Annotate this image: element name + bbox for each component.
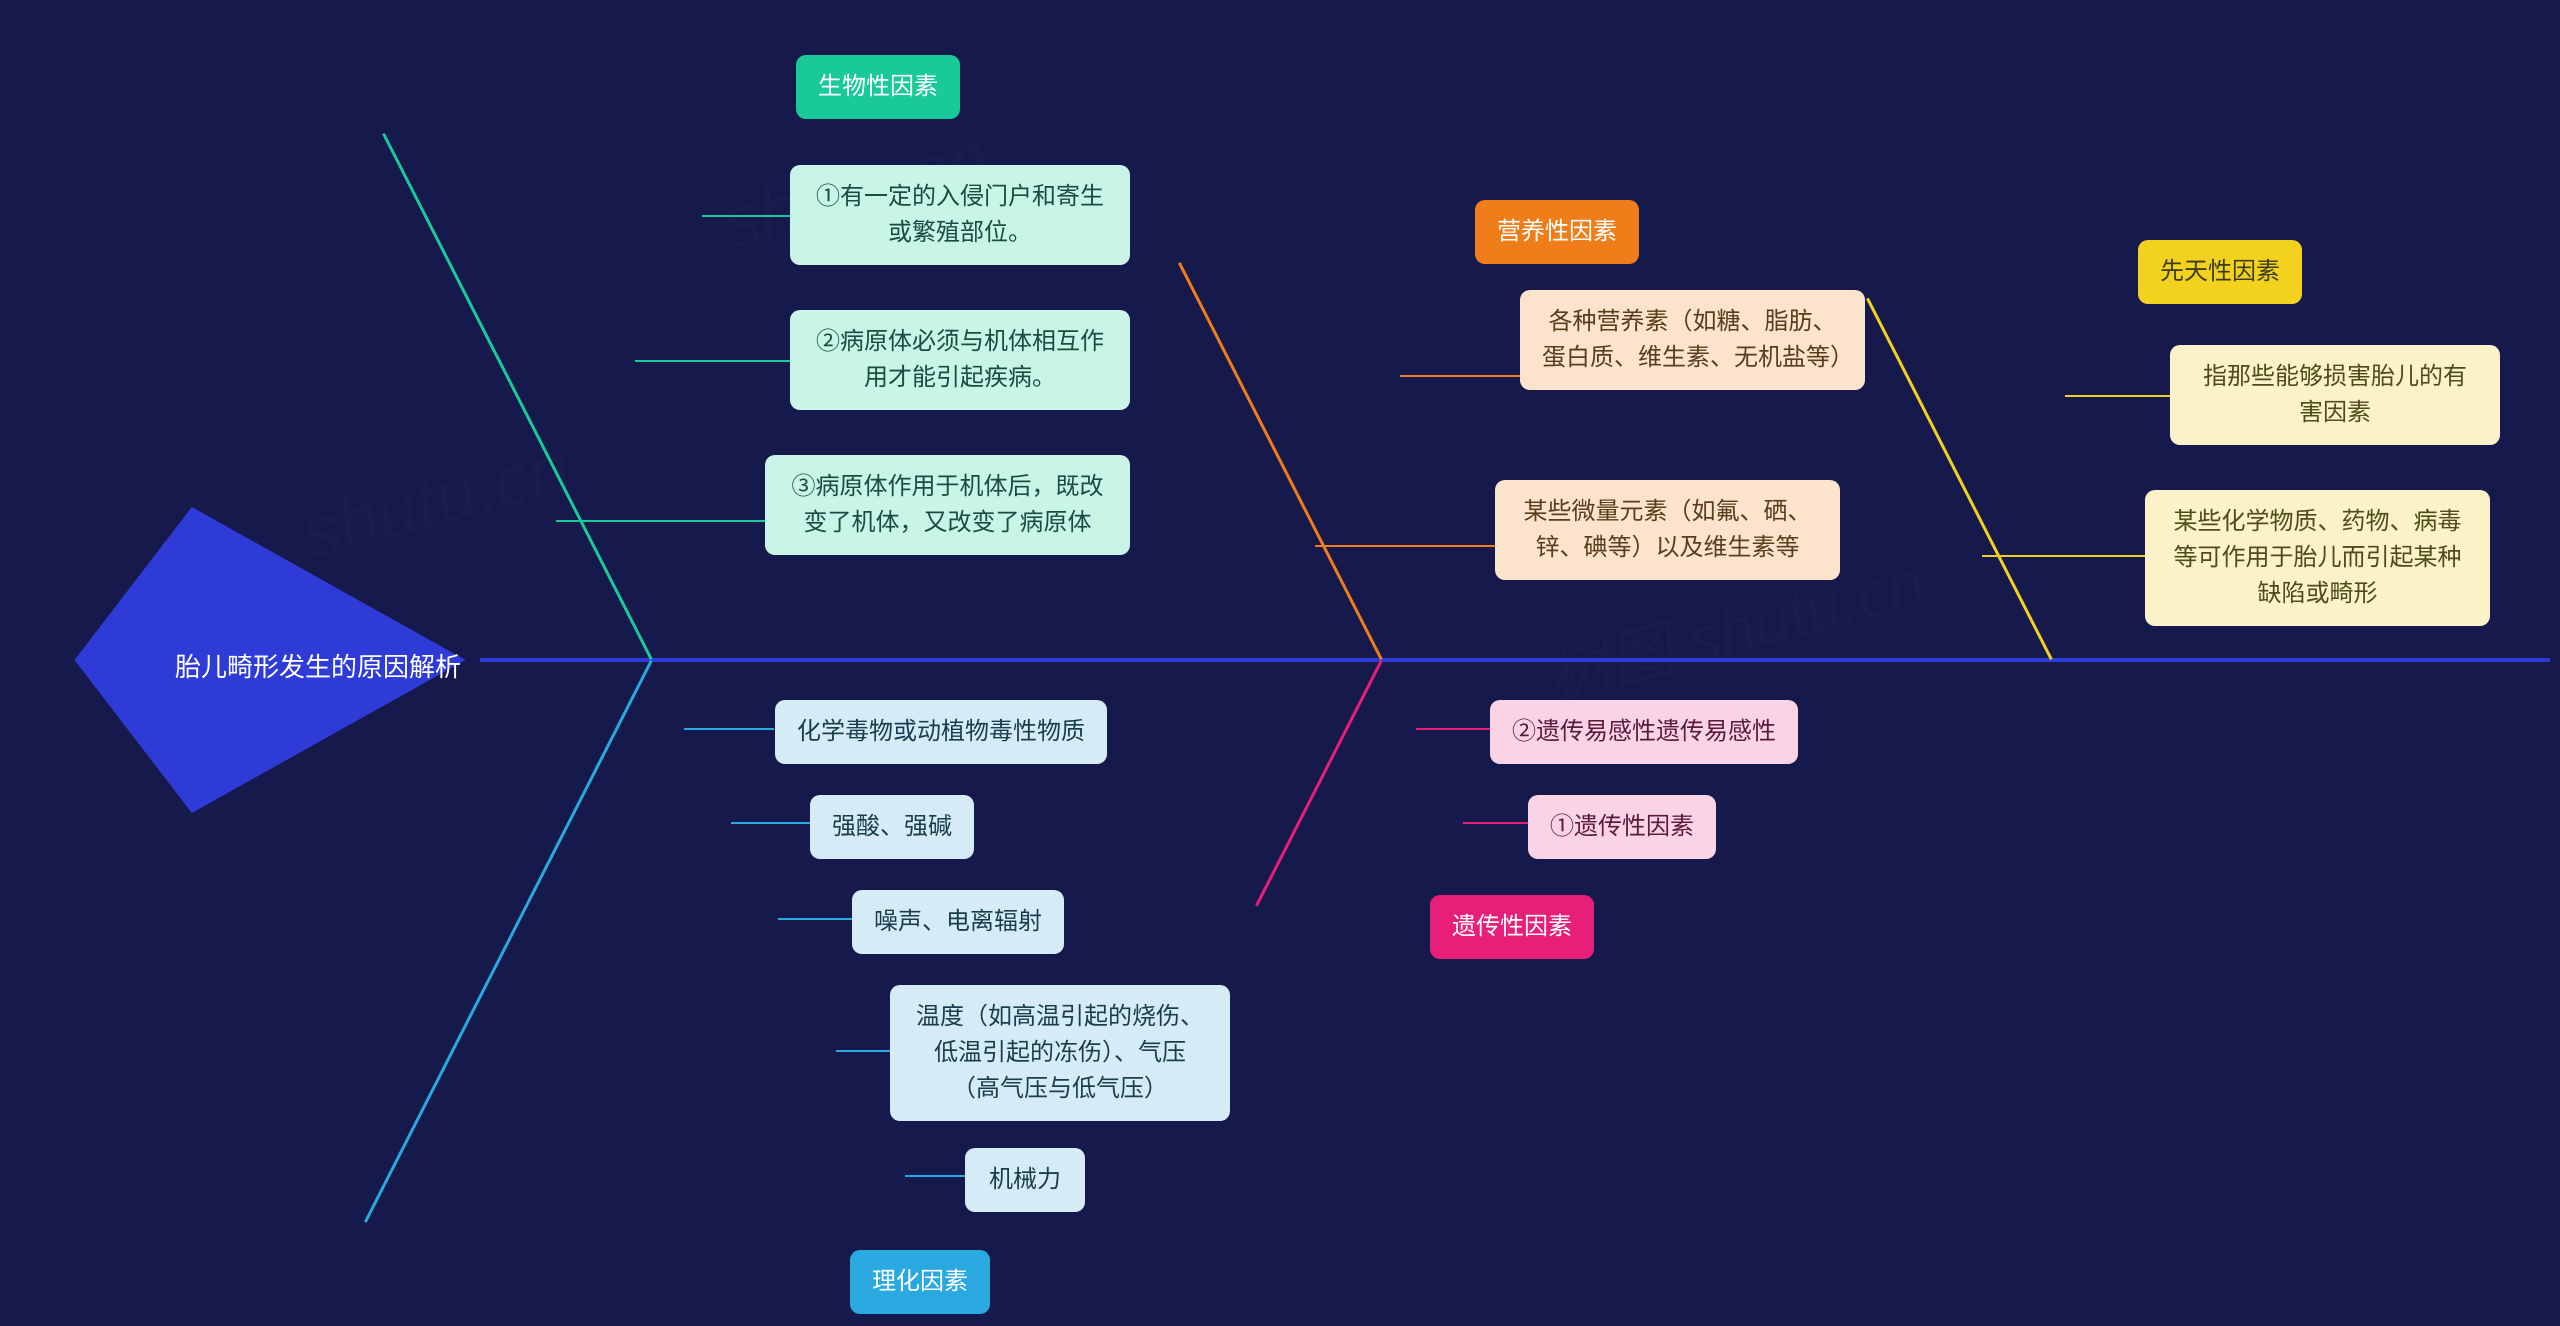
rib	[556, 520, 766, 522]
bone-phys	[364, 660, 653, 1223]
rib	[1400, 375, 1520, 377]
rib	[684, 728, 774, 730]
congen-item[interactable]: 某些化学物质、药物、病毒等可作用于胎儿而引起某种缺陷或畸形	[2145, 490, 2490, 626]
branch-title-bio[interactable]: 生物性因素	[796, 55, 960, 119]
branch-title-hered[interactable]: 遗传性因素	[1430, 895, 1594, 959]
phys-item[interactable]: 强酸、强碱	[810, 795, 974, 859]
rib	[905, 1175, 965, 1177]
fishbone-title: 胎儿畸形发生的原因解析	[175, 647, 461, 684]
rib	[2065, 395, 2170, 397]
branch-title-nutri[interactable]: 营养性因素	[1475, 200, 1639, 264]
congen-item[interactable]: 指那些能够损害胎儿的有害因素	[2170, 345, 2500, 445]
bone-bio	[382, 133, 653, 660]
rib	[1416, 728, 1491, 730]
rib	[731, 822, 811, 824]
bio-item[interactable]: ①有一定的入侵门户和寄生或繁殖部位。	[790, 165, 1130, 265]
rib	[1315, 545, 1495, 547]
bone-nutri	[1178, 262, 1383, 660]
hered-item[interactable]: ①遗传性因素	[1528, 795, 1716, 859]
branch-title-congen[interactable]: 先天性因素	[2138, 240, 2302, 304]
rib	[836, 1050, 891, 1052]
phys-item[interactable]: 机械力	[965, 1148, 1085, 1212]
branch-title-phys[interactable]: 理化因素	[850, 1250, 990, 1314]
rib	[1982, 555, 2147, 557]
bone-congen	[1866, 298, 2053, 660]
phys-item[interactable]: 噪声、电离辐射	[852, 890, 1064, 954]
phys-item[interactable]: 化学毒物或动植物毒性物质	[775, 700, 1107, 764]
phys-item[interactable]: 温度（如高温引起的烧伤、低温引起的冻伤）、气压（高气压与低气压）	[890, 985, 1230, 1121]
nutri-item[interactable]: 某些微量元素（如氟、硒、锌、碘等）以及维生素等	[1495, 480, 1840, 580]
bio-item[interactable]: ③病原体作用于机体后，既改变了机体，又改变了病原体	[765, 455, 1130, 555]
rib	[635, 360, 790, 362]
rib	[1463, 822, 1528, 824]
fishbone-spine	[480, 658, 2550, 662]
bone-hered	[1255, 660, 1383, 906]
rib	[702, 215, 792, 217]
rib	[778, 918, 853, 920]
nutri-item[interactable]: 各种营养素（如糖、脂肪、蛋白质、维生素、无机盐等）	[1520, 290, 1865, 390]
hered-item[interactable]: ②遗传易感性遗传易感性	[1490, 700, 1798, 764]
watermark: shutu.cn	[294, 426, 578, 576]
bio-item[interactable]: ②病原体必须与机体相互作用才能引起疾病。	[790, 310, 1130, 410]
